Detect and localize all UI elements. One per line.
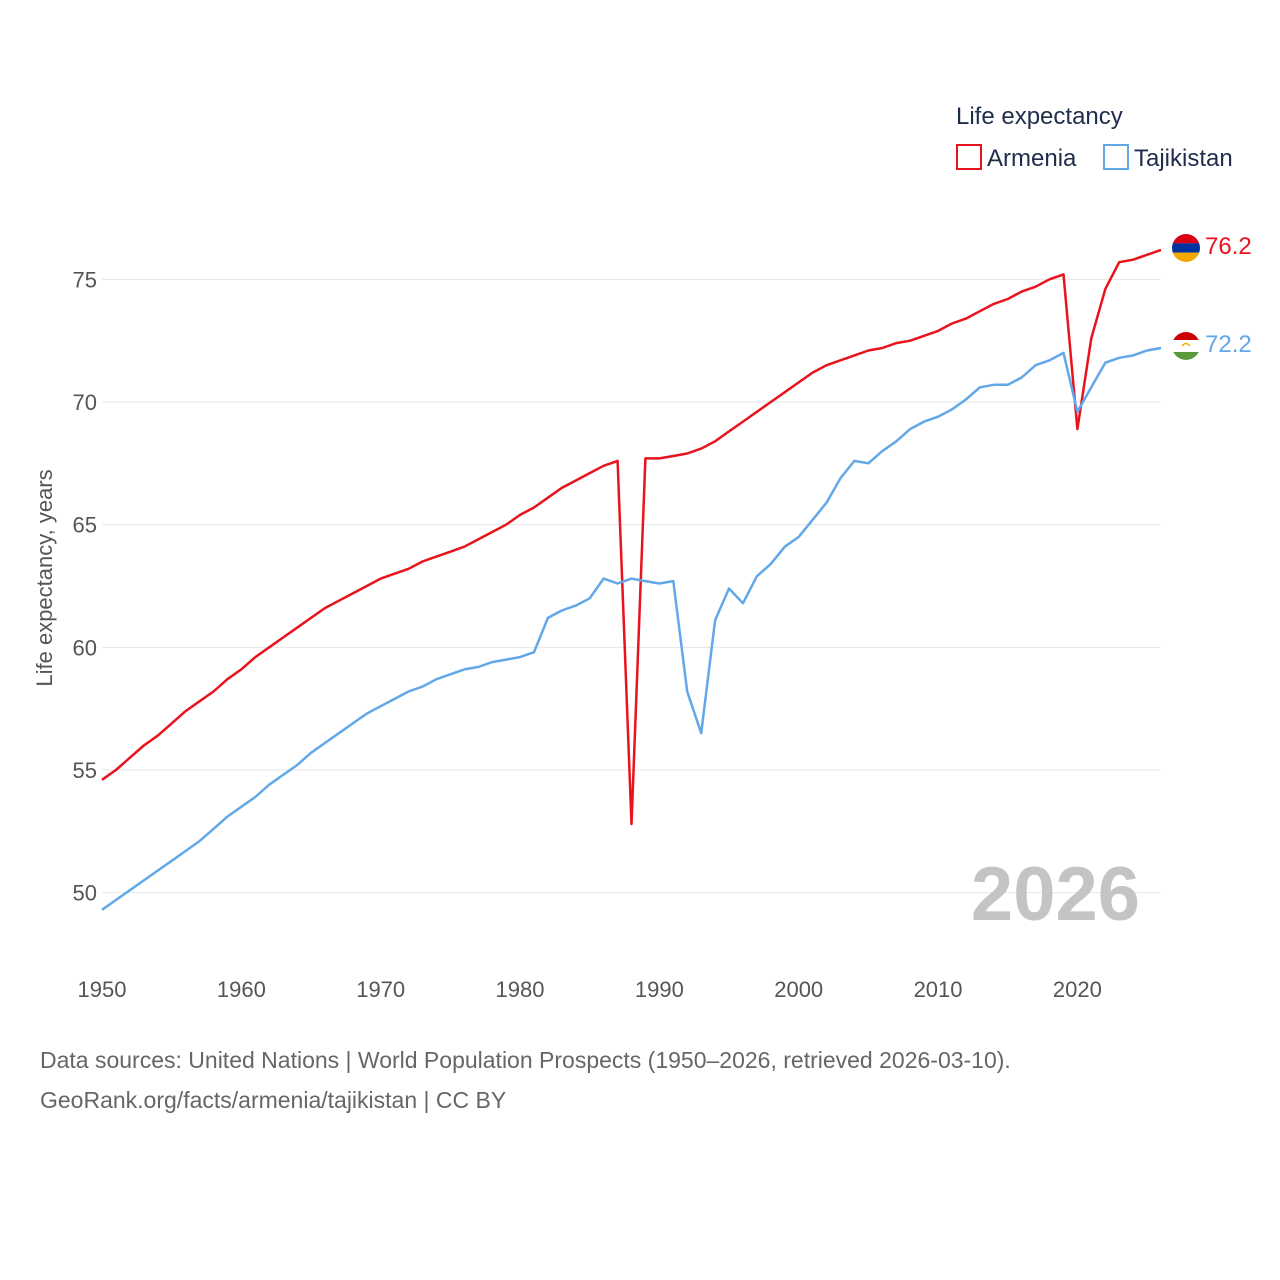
source-line-data: Data sources: United Nations | World Pop… [40,1047,1011,1073]
y-tick-60: 60 [73,635,97,660]
year-watermark: 2026 [971,852,1140,937]
y-tick-65: 65 [73,513,97,538]
y-tick-70: 70 [73,390,97,415]
x-tick-1980: 1980 [496,977,545,1002]
y-axis-title: Life expectancy, years [32,469,57,686]
x-tick-1990: 1990 [635,977,684,1002]
end-label-tajikistan: 72.2 [1205,331,1252,358]
legend: Life expectancy Armenia Tajikistan [956,103,1233,172]
x-tick-1960: 1960 [217,977,266,1002]
x-tick-2000: 2000 [774,977,823,1002]
end-label-armenia: 76.2 [1205,233,1252,260]
legend-label-armenia: Armenia [987,145,1077,172]
y-tick-50: 50 [73,881,97,906]
y-tick-75: 75 [73,267,97,292]
x-tick-2020: 2020 [1053,977,1102,1002]
y-tick-55: 55 [73,758,97,783]
series-line-armenia [101,248,1162,826]
legend-swatch-armenia [956,144,982,170]
x-tick-1950: 1950 [78,977,127,1002]
y-axis-ticks: 50 55 60 65 70 75 [73,267,97,905]
legend-title: Life expectancy [956,103,1123,130]
legend-label-tajikistan: Tajikistan [1134,145,1233,172]
armenia-flag-icon [1172,234,1200,262]
series-lines [101,248,1162,911]
series-line-tajikistan [101,346,1162,911]
x-tick-1970: 1970 [356,977,405,1002]
source-footer: Data sources: United Nations | World Pop… [40,1040,1240,1120]
grid-lines [102,278,1161,894]
legend-item-tajikistan[interactable]: Tajikistan [1103,144,1233,172]
tajikistan-flag-icon [1172,332,1200,360]
legend-item-armenia[interactable]: Armenia [956,144,1077,172]
source-line-link[interactable]: GeoRank.org/facts/armenia/tajikistan | C… [40,1087,507,1113]
legend-swatch-tajikistan [1103,144,1129,170]
x-axis-ticks: 1950 1960 1970 1980 1990 2000 2010 2020 [78,977,1102,1002]
x-tick-2010: 2010 [914,977,963,1002]
